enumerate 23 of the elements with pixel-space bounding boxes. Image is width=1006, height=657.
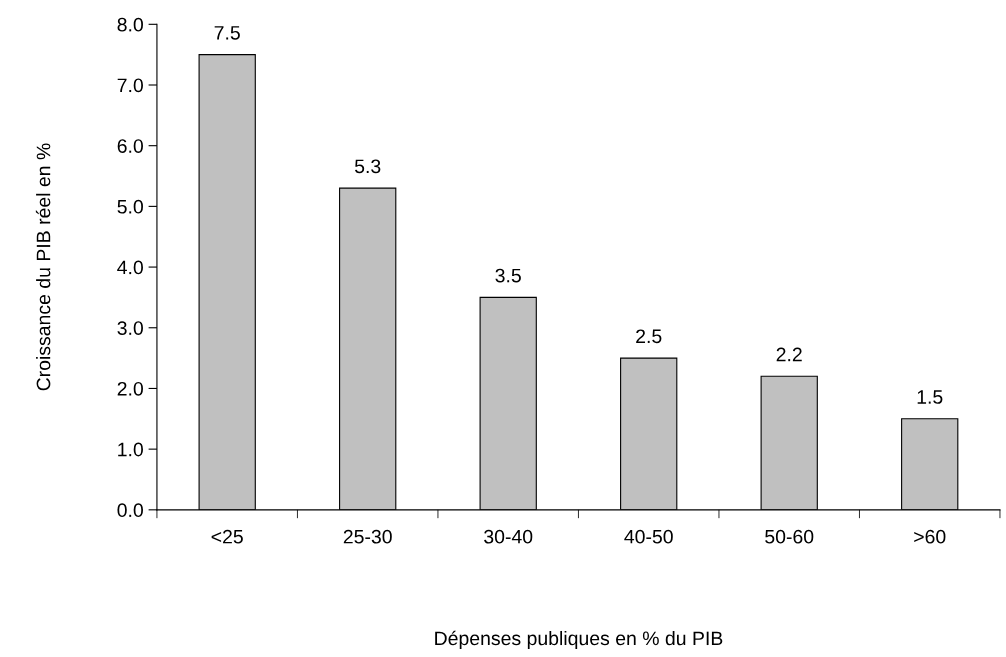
data-label: 2.2	[776, 347, 802, 362]
data-label: 2.5	[636, 329, 662, 344]
x-axis-title: Dépenses publiques en % du PIB	[435, 630, 723, 650]
x-tick-label: 50-60	[765, 529, 814, 544]
y-tick-label: 7.0	[117, 78, 143, 93]
y-tick-label: 2.0	[117, 381, 143, 396]
y-tick-label: 3.0	[117, 321, 143, 335]
y-tick-label: 6.0	[117, 139, 143, 153]
y-tick-label: 8.0	[117, 17, 143, 32]
y-tick-label: 4.0	[117, 260, 143, 275]
data-label: 5.3	[354, 159, 381, 174]
data-label: 3.5	[495, 268, 521, 283]
y-axis-title: Croissance du PIB réel en %	[35, 143, 51, 391]
x-tick-label: <25	[211, 529, 243, 544]
x-tick-label: >60	[914, 529, 946, 544]
x-tick-label: 25-30	[343, 529, 392, 544]
x-tick-label: 30-40	[484, 529, 533, 544]
data-label: 7.5	[214, 26, 240, 40]
y-tick-label: 0.0	[117, 503, 143, 518]
x-tick-label: 40-50	[624, 529, 673, 544]
data-label: 1.5	[917, 390, 943, 404]
y-tick-label: 1.0	[118, 442, 143, 457]
y-tick-label: 5.0	[117, 199, 143, 214]
